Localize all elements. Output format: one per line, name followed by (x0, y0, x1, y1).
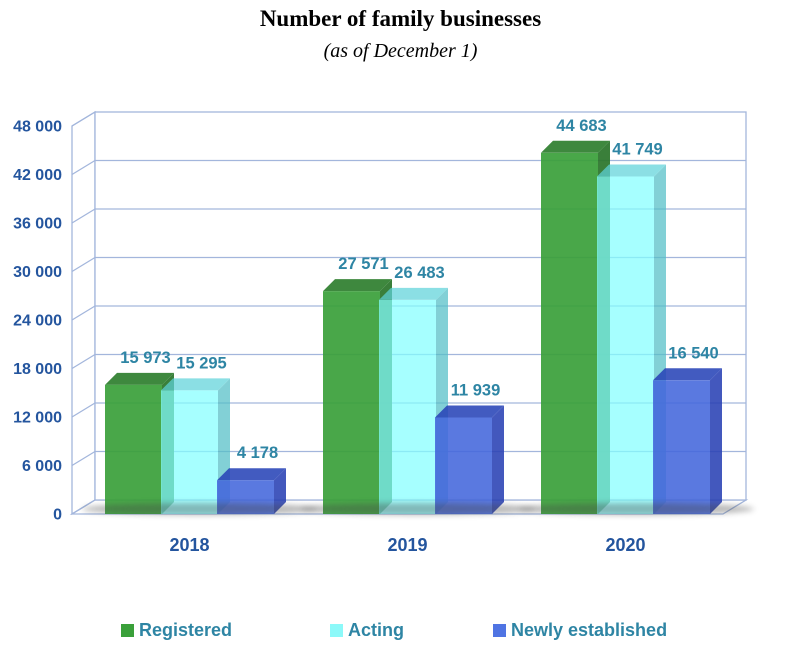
value-labels: 15 973 15 295 4 178 27 571 26 483 11 939 44 68… (120, 117, 718, 462)
value-label: 44 683 (556, 117, 606, 135)
legend-item-acting: Acting (330, 616, 404, 644)
bar-front-face (379, 299, 436, 514)
gridline-tick (71, 159, 96, 176)
y-tick-label: 18 000 (13, 361, 62, 378)
gridline-tick (71, 402, 96, 418)
legend-label-acting: Acting (348, 619, 404, 640)
newly-established-swatch-icon (493, 623, 506, 637)
registered-swatch-icon (121, 623, 134, 637)
shadow (518, 503, 754, 515)
bar-acting-2019 (379, 287, 448, 514)
y-tick-label: 24 000 (13, 313, 62, 330)
bar-side-face (274, 468, 286, 514)
bar-front-face (597, 176, 654, 514)
shadow (300, 503, 536, 515)
y-tick-label: 0 (53, 507, 62, 524)
value-label: 16 540 (668, 344, 718, 362)
bar-front-face (541, 152, 598, 514)
bars (105, 140, 722, 514)
chart-subtitle: (as of December 1) (323, 40, 478, 62)
value-label: 11 939 (451, 381, 501, 399)
y-axis-labels: 48 000 42 000 36 000 30 000 24 000 18 000 12 0… (13, 119, 62, 524)
legend-item-registered: Registered (121, 616, 232, 644)
bar-front-face (323, 291, 380, 514)
value-label: 15 295 (176, 354, 226, 372)
bar-top-face (323, 279, 392, 292)
y-tick-label: 30 000 (13, 264, 62, 281)
acting-swatch-icon (330, 623, 343, 637)
bar-newly-established-2019 (435, 405, 504, 514)
gridline-tick (71, 208, 96, 224)
x-tick-label: 2020 (605, 535, 645, 555)
x-axis-labels: 2018 2019 2020 (169, 535, 645, 555)
y-tick-label: 48 000 (13, 119, 62, 136)
value-label: 15 973 (120, 349, 170, 367)
legend-item-newly-established: Newly established (493, 616, 667, 644)
bar-top-face (379, 287, 448, 300)
bar-top-face (161, 378, 230, 391)
y-tick-label: 6 000 (22, 458, 62, 475)
x-tick-label: 2019 (387, 535, 427, 555)
floor-shadows (82, 503, 754, 515)
bar-front-face (435, 417, 492, 514)
value-label: 4 178 (237, 444, 278, 462)
bar-top-face (653, 368, 722, 381)
gridline-tick (71, 111, 96, 127)
bar-top-face (435, 405, 504, 418)
bar-front-face (161, 390, 218, 514)
y-tick-label: 36 000 (13, 216, 62, 233)
legend-label-registered: Registered (139, 619, 233, 640)
x-tick-label: 2018 (169, 535, 209, 555)
bar-front-face (105, 384, 162, 514)
bar-top-face (541, 140, 610, 153)
gridline-tick (71, 256, 96, 273)
chart-legend: Registered Acting Newly established (0, 616, 801, 644)
bar-side-face (492, 405, 504, 514)
y-tick-label: 12 000 (13, 410, 62, 427)
bar-acting-2020 (597, 164, 666, 514)
value-label: 27 571 (338, 255, 388, 273)
bar-side-face (710, 368, 722, 514)
y-tick-label: 42 000 (13, 167, 62, 184)
gridline-tick (71, 499, 96, 515)
bar-top-face (105, 372, 174, 385)
bar-top-face (217, 468, 286, 481)
gridline-tick (71, 353, 96, 370)
chart-title: Number of family businesses (259, 6, 542, 31)
gridline-tick (71, 450, 96, 467)
gridline-tick (71, 305, 96, 321)
value-label: 41 749 (612, 141, 662, 159)
value-label: 26 483 (394, 264, 444, 282)
bar-top-face (597, 164, 666, 177)
shadow (82, 503, 318, 515)
bar-newly-established-2020 (653, 368, 722, 514)
bar-front-face (653, 380, 710, 514)
legend-label-newly-established: Newly established (511, 619, 668, 640)
